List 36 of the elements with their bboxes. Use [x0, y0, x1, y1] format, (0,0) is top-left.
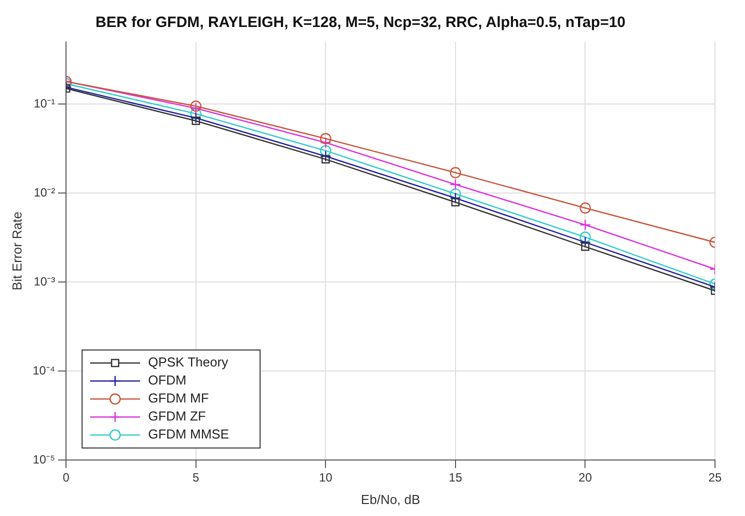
- point: [580, 236, 591, 248]
- point: [580, 232, 591, 243]
- point: [450, 178, 462, 190]
- point: [580, 219, 591, 230]
- x-axis-title: Eb/No, dB: [360, 492, 420, 507]
- point: [320, 145, 332, 156]
- legend-label: GFDM ZF: [148, 408, 206, 424]
- chart-title: BER for GFDM, RAYLEIGH, K=128, M=5, Ncp=32, RRC, Alpha=0.5, nTap=10: [95, 14, 626, 32]
- point: [450, 167, 462, 178]
- y-tick-label: 10⁻⁴: [32, 363, 56, 378]
- point: [450, 192, 462, 204]
- x-tick-label: 15: [448, 470, 462, 485]
- y-tick-label: 10⁻³: [34, 274, 56, 288]
- point: [192, 116, 200, 125]
- legend-label: GFDM MF: [148, 390, 209, 406]
- x-tick-label: 20: [578, 470, 592, 485]
- legend-label: GFDM MMSE: [148, 426, 230, 442]
- point: [320, 150, 332, 162]
- legend-label: OFDM: [148, 372, 186, 388]
- x-tick-label: 10: [318, 470, 333, 485]
- point: [190, 112, 202, 124]
- y-tick-label: 10⁻⁵: [32, 452, 56, 466]
- point: [320, 133, 332, 144]
- point: [320, 136, 332, 148]
- x-tick-label: 5: [192, 470, 200, 485]
- legend-label: QPSK Theory: [148, 354, 229, 370]
- x-tick-label: 25: [708, 470, 722, 485]
- point: [580, 202, 591, 214]
- y-tick-label: 10⁻¹: [34, 96, 56, 110]
- y-tick-label: 10⁻²: [34, 185, 56, 200]
- point: [322, 155, 330, 164]
- point: [581, 242, 590, 251]
- point: [451, 198, 460, 206]
- point: [190, 108, 202, 120]
- x-tick-label: 0: [62, 470, 70, 485]
- y-axis-title: Bit Error Rate: [9, 212, 24, 290]
